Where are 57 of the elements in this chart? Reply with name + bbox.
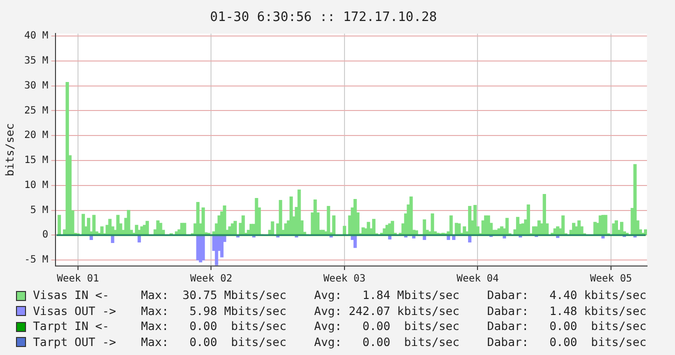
x-tick-label: Week 05: [590, 274, 632, 285]
bar: [486, 215, 490, 235]
bar: [457, 223, 461, 235]
bar: [468, 206, 472, 235]
x-tick-label: Week 01: [56, 274, 100, 285]
chart-title: 01-30 6:30:56 :: 172.17.10.28: [210, 10, 437, 26]
legend-label: Tarpt OUT ->: [33, 334, 118, 350]
legend-label: Visas OUT ->: [33, 304, 118, 319]
text: Max: 0.00 bits/sec Avg: 0.00 bits/sec Dabar: 0.00 bits/sec: [141, 334, 646, 350]
bar: [138, 235, 141, 242]
y-tick-label: 20 M: [24, 130, 48, 142]
bar: [82, 214, 85, 235]
bar: [234, 220, 237, 235]
y-axis-title: bits/sec: [3, 123, 16, 176]
bar: [409, 196, 413, 235]
bar: [353, 235, 357, 248]
bar: [202, 235, 205, 260]
bar: [90, 235, 93, 240]
bar: [614, 220, 618, 235]
legend-label: Tarpt IN <-: [33, 319, 110, 334]
bar: [526, 204, 530, 235]
y-tick-label: 5 M: [30, 204, 48, 216]
bar: [372, 218, 376, 235]
bar: [542, 194, 546, 235]
text: Max: 0.00 bits/sec Avg: 0.00 bits/sec Dabar: 0.00 bits/sec: [141, 319, 646, 334]
bar: [202, 207, 205, 235]
bar: [298, 190, 301, 235]
bar: [604, 214, 608, 235]
bar: [449, 215, 453, 235]
bar: [242, 215, 245, 235]
bar: [58, 214, 61, 235]
y-tick-label: 35 M: [24, 56, 48, 67]
y-tick-label: 40 M: [24, 30, 48, 42]
y-tick-label: -5 M: [24, 254, 48, 266]
bar: [452, 235, 456, 240]
bar: [620, 222, 624, 235]
x-tick-label: Week 02: [190, 274, 232, 285]
x-tick-label: Week 04: [456, 274, 499, 285]
bar: [644, 229, 647, 235]
bar: [332, 215, 336, 235]
bar: [66, 82, 69, 235]
text: Max: 5.98 Mbits/sec Avg: 242.07 kbits/sec Dabar: 1.48 kbits/sec: [141, 304, 646, 319]
bar: [110, 235, 114, 243]
y-tick-label: 15 M: [24, 155, 48, 166]
bar: [220, 235, 224, 258]
bar: [290, 196, 293, 235]
bar: [196, 202, 200, 235]
y-tick-label: 0: [42, 230, 48, 241]
bar: [468, 235, 472, 242]
bar: [86, 218, 90, 235]
x-tick-label: Week 03: [323, 274, 366, 285]
y-tick-label: 30 M: [24, 80, 48, 92]
text: Max: 30.75 Mbits/sec Avg: 1.84 Mbits/sec Dabar: 4.40 kbits/sec: [141, 288, 646, 304]
y-tick-label: 10 M: [24, 180, 48, 191]
y-tick-label: 25 M: [24, 105, 48, 116]
legend-label: Visas IN <-: [33, 288, 110, 304]
bar: [146, 220, 149, 235]
